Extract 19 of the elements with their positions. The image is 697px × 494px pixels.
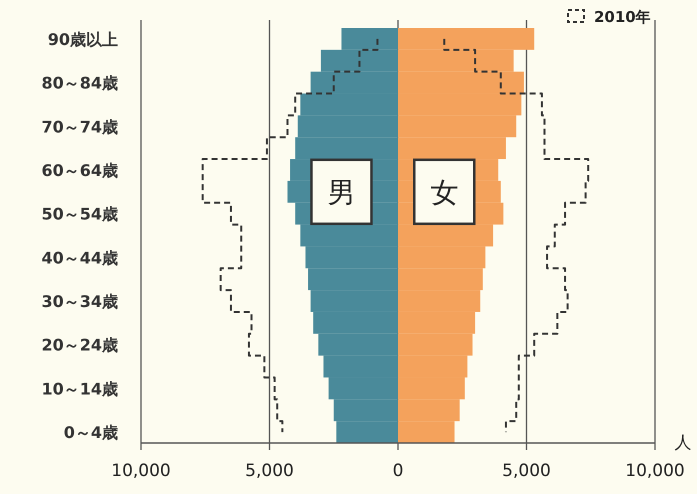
- y-tick-label: 30～34歳: [41, 292, 118, 312]
- y-tick-label: 40～44歳: [41, 248, 118, 268]
- x-axis-title: 人: [674, 433, 692, 453]
- annotation: 男: [327, 176, 356, 209]
- x-tick-label: 10,000: [111, 461, 171, 481]
- x-tick-label: 5,000: [502, 461, 551, 481]
- y-tick-label: 20～24歳: [41, 336, 118, 355]
- y-tick-label: 60～64歳: [41, 160, 118, 180]
- legend-label: 2010年: [594, 8, 651, 26]
- y-tick-label: 0～4歳: [64, 423, 118, 442]
- x-tick-label: 10,000: [625, 461, 685, 481]
- y-tick-label: 80～84歳: [41, 74, 118, 93]
- y-tick-label: 90歳以上: [48, 30, 118, 49]
- y-tick-label: 50～54歳: [41, 204, 118, 224]
- x-tick-label: 0: [392, 461, 404, 481]
- y-tick-label: 10～14歳: [41, 379, 118, 398]
- x-tick-label: 5,000: [245, 461, 294, 481]
- annotation: 女: [430, 176, 458, 209]
- y-tick-label: 70～74歳: [41, 117, 118, 136]
